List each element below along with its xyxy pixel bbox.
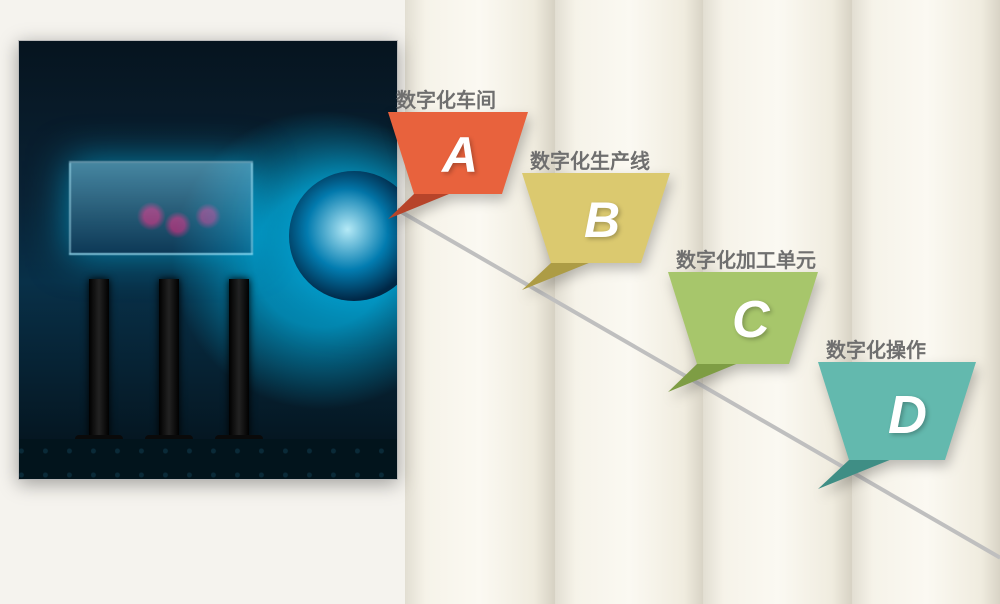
step-c: 数字化加工单元C — [668, 272, 818, 392]
step-letter: D — [888, 384, 927, 446]
step-a: 数字化车间A — [388, 112, 528, 219]
step-letter: B — [584, 191, 620, 249]
step-letter: C — [732, 290, 770, 350]
step-label: 数字化加工单元 — [676, 244, 816, 273]
stage: 数字化车间A 数字化生产线B 数字化加工单元C 数字化操作D — [0, 0, 1000, 604]
hero-photo — [18, 40, 398, 480]
step-d: 数字化操作D — [818, 362, 976, 489]
step-label: 数字化车间 — [396, 84, 496, 113]
step-b: 数字化生产线B — [522, 173, 670, 290]
step-label: 数字化操作 — [826, 334, 926, 363]
step-label: 数字化生产线 — [530, 145, 650, 174]
step-letter: A — [442, 126, 478, 184]
